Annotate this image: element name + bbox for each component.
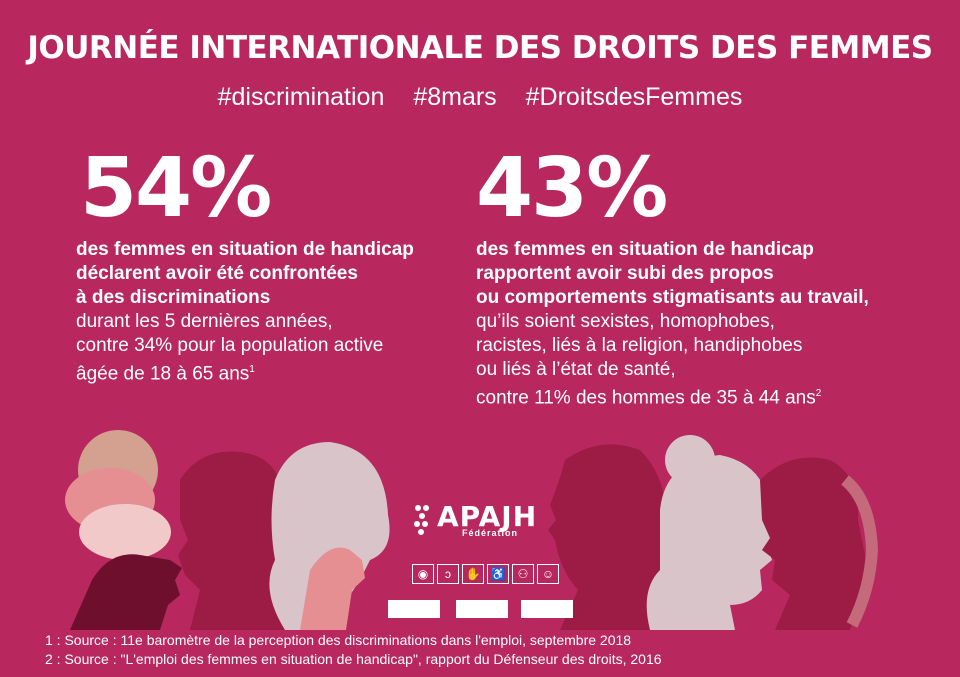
stat-text-line: contre 34% pour la population active <box>76 335 384 356</box>
white-bar <box>521 600 573 618</box>
hashtags: #discrimination #8mars #DroitsdesFemmes <box>0 83 960 112</box>
eye-icon: ◉ <box>412 564 434 584</box>
logo-subtitle: Fédération <box>462 528 519 538</box>
wheelchair-icon: ♿ <box>487 564 509 584</box>
disability-pictograms: ◉ ↄ ✋ ♿ ⚇ ☺ <box>412 564 559 584</box>
stat-text-line: âgée de 18 à 65 ans1 <box>76 363 255 385</box>
white-bar <box>456 600 508 618</box>
sources: 1 : Source : 11e baromètre de la percept… <box>45 631 662 669</box>
white-bars <box>388 600 578 618</box>
head-icon: ☺ <box>537 564 559 584</box>
stat-text-line: contre 11% des hommes de 35 à 44 ans2 <box>476 387 822 409</box>
stat-block-stigmatisation: 43% des femmes en situation de handicap … <box>476 148 869 410</box>
stat-value: 43% <box>476 141 668 236</box>
stat-text-line: durant les 5 dernières années, <box>76 311 333 332</box>
page-title: JOURNÉE INTERNATIONALE DES DROITS DES FE… <box>27 30 933 66</box>
source-line: 2 : Source : "L'emploi des femmes en sit… <box>45 651 662 667</box>
hashtag: #discrimination <box>217 83 385 111</box>
stat-text-line: qu’ils soient sexistes, homophobes, <box>476 311 775 332</box>
footnote-marker: 2 <box>815 388 822 399</box>
hashtag: #DroitsdesFemmes <box>525 83 743 111</box>
stat-bold-line: des femmes en situation de handicap <box>476 239 814 260</box>
woman-silhouette-braid <box>760 457 879 630</box>
woman-silhouette-bob <box>269 442 390 630</box>
group-icon: ⚇ <box>512 564 534 584</box>
stat-value: 54% <box>80 141 272 236</box>
women-silhouettes-illustration <box>65 430 879 630</box>
stat-text-line: racistes, liés à la religion, handiphobe… <box>476 335 803 356</box>
flower-icon <box>414 505 429 535</box>
woman-silhouette-bun <box>646 435 775 630</box>
hashtag: #8mars <box>413 83 497 111</box>
woman-silhouette-turban <box>65 430 182 630</box>
stat-bold-line: ou comportements stigmatisants au travai… <box>476 287 869 308</box>
ear-icon: ↄ <box>437 564 459 584</box>
white-bar <box>388 600 440 618</box>
stat-block-discrimination: 54% des femmes en situation de handicap … <box>76 148 414 386</box>
stat-bold-line: déclarent avoir été confrontées <box>76 263 358 284</box>
stat-bold-line: rapportent avoir subi des propos <box>476 263 774 284</box>
stat-bold-line: à des discriminations <box>76 287 271 308</box>
sign-language-icon: ✋ <box>462 564 484 584</box>
stat-bold-line: des femmes en situation de handicap <box>76 239 414 260</box>
logo-wordmark: APAJH <box>437 500 538 533</box>
footnote-marker: 1 <box>249 364 255 375</box>
woman-silhouette-dark <box>548 444 666 630</box>
stat-text-line: ou liés à l’état de santé, <box>476 359 676 380</box>
source-line: 1 : Source : 11e baromètre de la percept… <box>45 632 632 648</box>
